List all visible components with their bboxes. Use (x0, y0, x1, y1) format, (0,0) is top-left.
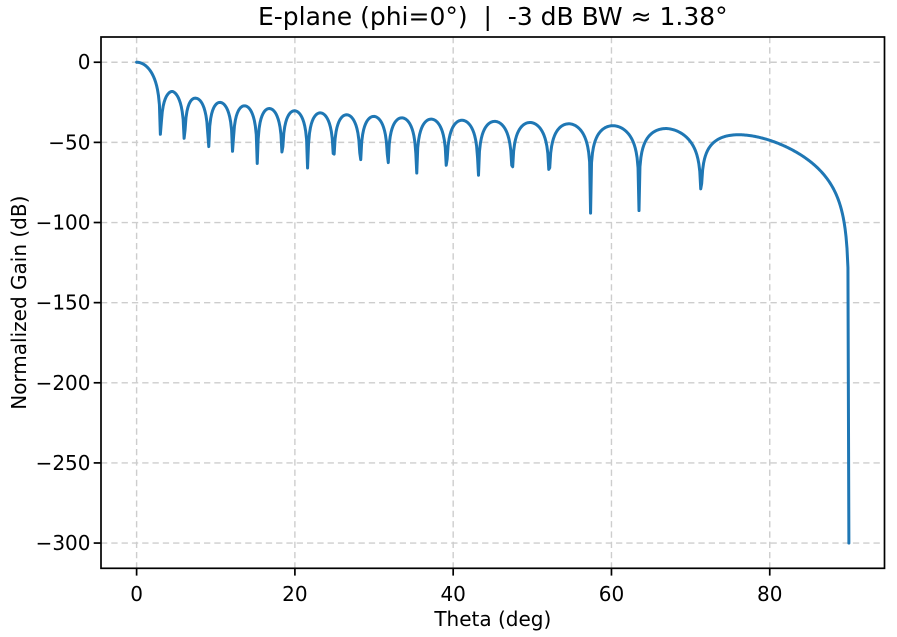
x-tick-label: 20 (282, 582, 307, 606)
x-tick-label: 40 (440, 582, 465, 606)
y-tick-label: −150 (36, 291, 91, 315)
y-tick-label: −200 (36, 371, 91, 395)
y-tick-label: −300 (36, 531, 91, 555)
plot-border (100, 36, 886, 570)
gridlines (101, 37, 885, 569)
y-axis-label: Normalized Gain (dB) (7, 196, 31, 410)
tick-labels: 0 20 40 60 80 0 −50 −100 −150 −200 −250 −300 (36, 50, 783, 606)
y-tick-label: 0 (78, 50, 91, 74)
x-tick-label: 60 (599, 582, 624, 606)
y-tick-label: −50 (48, 130, 90, 154)
x-axis-label: Theta (deg) (433, 607, 551, 631)
chart-title: E-plane (phi=0°) | -3 dB BW ≈ 1.38° (258, 2, 728, 31)
gain-curve (135, 60, 851, 545)
x-tick-label: 80 (757, 582, 782, 606)
y-tick-label: −100 (36, 211, 91, 235)
axis-ticks (93, 61, 771, 576)
y-tick-label: −250 (36, 451, 91, 475)
x-tick-label: 0 (130, 582, 143, 606)
